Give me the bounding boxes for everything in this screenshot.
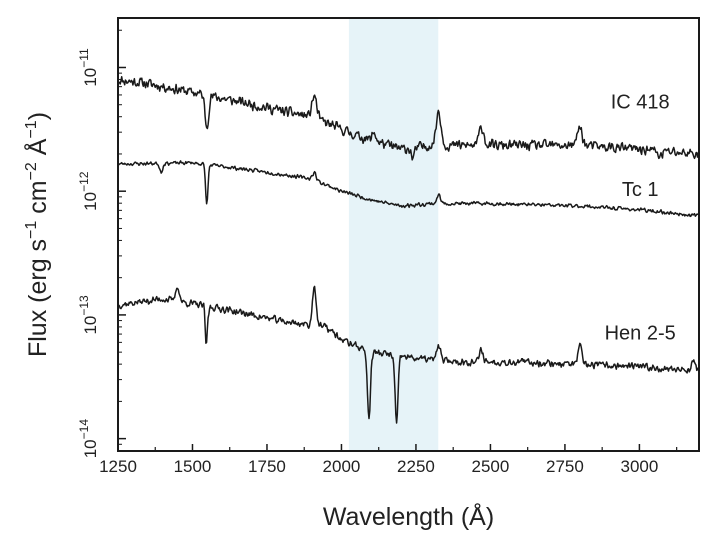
series-layer: IC 418 Tc 1 Hen 2-5 [117,75,700,424]
x-tick-label: 2250 [397,457,435,476]
x-tick-label: 1750 [248,457,286,476]
plot-frame [117,17,700,452]
y-axis-title: Flux (erg s−1 cm−2 Å−1) [22,112,52,357]
highlight-band [348,18,439,451]
x-axis-title: Wavelength (Å) [323,501,494,531]
x-tick-label: 2500 [472,457,510,476]
x-tick-label: 2750 [546,457,584,476]
series-line-3 [117,285,700,424]
y-tick-label: 10−14 [77,419,100,459]
x-tick-label: 1500 [174,457,212,476]
x-tick-label: 3000 [620,457,658,476]
axes-layer: 1250 1500 1750 2000 2250 2500 2750 3000 10−11 10−… [77,29,678,476]
x-tick-label: 1250 [99,457,137,476]
y-tick-label: 10−11 [77,48,100,87]
series-line-2 [117,160,700,218]
y-tick-label: 10−12 [77,171,100,211]
series-label-2: Tc 1 [622,179,659,201]
x-tick-label: 2000 [323,457,361,476]
series-label-1: IC 418 [611,91,670,113]
series-line-1 [117,75,700,161]
series-label-3: Hen 2-5 [605,323,676,345]
y-tick-label: 10−13 [77,295,100,335]
